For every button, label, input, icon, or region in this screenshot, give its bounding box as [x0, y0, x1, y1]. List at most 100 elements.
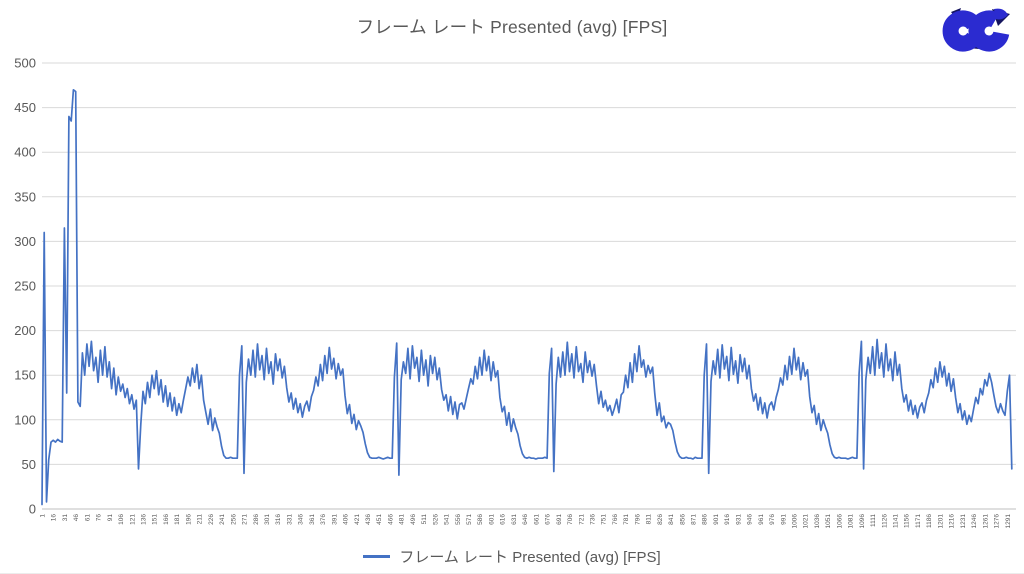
x-axis-label: 166	[163, 514, 170, 525]
cc-ribbon-logo-icon	[942, 8, 1010, 52]
x-axis-label: 271	[242, 514, 249, 525]
x-axis-label: 436	[365, 514, 372, 525]
x-axis-label: 256	[230, 514, 237, 525]
legend-line-swatch	[363, 555, 391, 558]
x-axis-label: 481	[399, 514, 406, 525]
legend: フレーム レート Presented (avg) [FPS]	[0, 546, 1024, 567]
x-axis-label: 766	[612, 514, 619, 525]
x-axis-label: 1051	[825, 514, 832, 529]
x-axis-label: 946	[747, 514, 754, 525]
x-axis-label: 1066	[836, 514, 843, 529]
x-axis-label: 721	[578, 514, 585, 525]
x-axis-label: 46	[73, 514, 80, 522]
chart-title: フレーム レート Presented (avg) [FPS]	[356, 17, 668, 37]
x-axis-label: 1036	[814, 514, 821, 529]
y-axis-label: 50	[22, 457, 36, 472]
x-axis-label: 1276	[994, 514, 1001, 529]
x-axis-label: 1186	[926, 514, 933, 528]
legend-label: フレーム レート Presented (avg) [FPS]	[399, 549, 661, 566]
series-line	[41, 88, 1013, 506]
x-axis-label: 706	[567, 514, 574, 525]
x-axis-label: 796	[634, 514, 641, 525]
x-axis-label: 106	[118, 514, 125, 525]
x-axis-label: 601	[488, 514, 495, 525]
x-axis-label: 991	[780, 514, 787, 525]
x-axis-label: 1021	[803, 514, 810, 529]
x-axis-label: 1291	[1005, 514, 1012, 529]
y-axis-label: 200	[14, 323, 36, 338]
x-axis-label: 916	[724, 514, 731, 525]
x-axis-label: 1006	[792, 514, 799, 529]
x-axis-label: 1171	[915, 514, 922, 528]
x-axis-label: 61	[84, 514, 91, 522]
x-axis-label: 931	[735, 514, 742, 525]
y-axis-label: 500	[14, 56, 36, 71]
y-axis-label: 150	[14, 368, 36, 383]
x-axis-label: 826	[657, 514, 664, 525]
x-axis-label: 136	[141, 514, 148, 525]
x-axis-label: 301	[264, 514, 271, 525]
x-axis-label: 316	[275, 514, 282, 525]
x-axis-label: 871	[690, 514, 697, 525]
x-axis-label: 151	[152, 514, 159, 525]
x-axis-label: 571	[466, 514, 473, 525]
x-axis-label: 376	[320, 514, 327, 525]
x-axis-label: 76	[96, 514, 103, 522]
x-axis-label: 1111	[870, 514, 877, 527]
x-axis-label: 391	[331, 514, 338, 525]
x-axis-label: 181	[174, 514, 181, 525]
x-axis-label: 1246	[971, 514, 978, 529]
y-axis-label: 350	[14, 189, 36, 204]
y-axis-label: 300	[14, 234, 36, 249]
x-axis-label: 661	[533, 514, 540, 525]
x-axis-label: 1126	[881, 514, 888, 528]
y-axis-label: 100	[14, 412, 36, 427]
x-axis-label: 856	[679, 514, 686, 525]
x-axis-label: 226	[208, 514, 215, 525]
x-axis-label: 1081	[848, 514, 855, 529]
x-axis-label: 31	[62, 514, 69, 522]
x-axis-label: 466	[387, 514, 394, 525]
x-axis-label: 346	[298, 514, 305, 525]
y-axis-label: 450	[14, 100, 36, 115]
x-axis-label: 526	[432, 514, 439, 525]
x-axis-label: 586	[477, 514, 484, 525]
x-axis-label: 451	[376, 514, 383, 525]
x-axis-label: 361	[309, 514, 316, 525]
x-axis-label: 886	[702, 514, 709, 525]
x-axis-label: 646	[522, 514, 529, 525]
x-axis-label: 1201	[937, 514, 944, 529]
x-axis-label: 616	[500, 514, 507, 525]
y-axis-label: 0	[29, 502, 36, 517]
x-axis-label: 676	[545, 514, 552, 525]
x-axis-label: 406	[343, 514, 350, 525]
x-axis-label: 841	[668, 514, 675, 525]
x-axis-label: 496	[410, 514, 417, 525]
x-axis-label: 1231	[960, 514, 967, 529]
x-axis-label: 1216	[949, 514, 956, 529]
x-axis-label: 736	[589, 514, 596, 525]
x-axis-label: 1141	[893, 514, 900, 528]
x-axis-label: 811	[646, 514, 653, 525]
x-axis-label: 211	[197, 514, 204, 525]
x-axis-label: 1261	[982, 514, 989, 529]
x-axis-label: 286	[253, 514, 260, 525]
x-axis-label: 16	[51, 514, 58, 522]
x-axis-label: 1156	[904, 514, 911, 528]
x-axis-label: 976	[769, 514, 776, 525]
x-axis-label: 961	[758, 514, 765, 525]
x-axis-label: 241	[219, 514, 226, 525]
x-axis-label: 1	[40, 514, 47, 518]
x-axis-label: 331	[286, 514, 293, 525]
x-axis-label: 196	[185, 514, 192, 525]
x-axis-label: 511	[421, 514, 428, 525]
x-axis-label: 91	[107, 514, 114, 522]
x-axis-label: 631	[511, 514, 518, 525]
x-axis-label: 421	[354, 514, 361, 525]
x-axis-label: 781	[623, 514, 630, 525]
x-axis-label: 541	[444, 514, 451, 525]
x-axis-label: 121	[129, 514, 136, 525]
